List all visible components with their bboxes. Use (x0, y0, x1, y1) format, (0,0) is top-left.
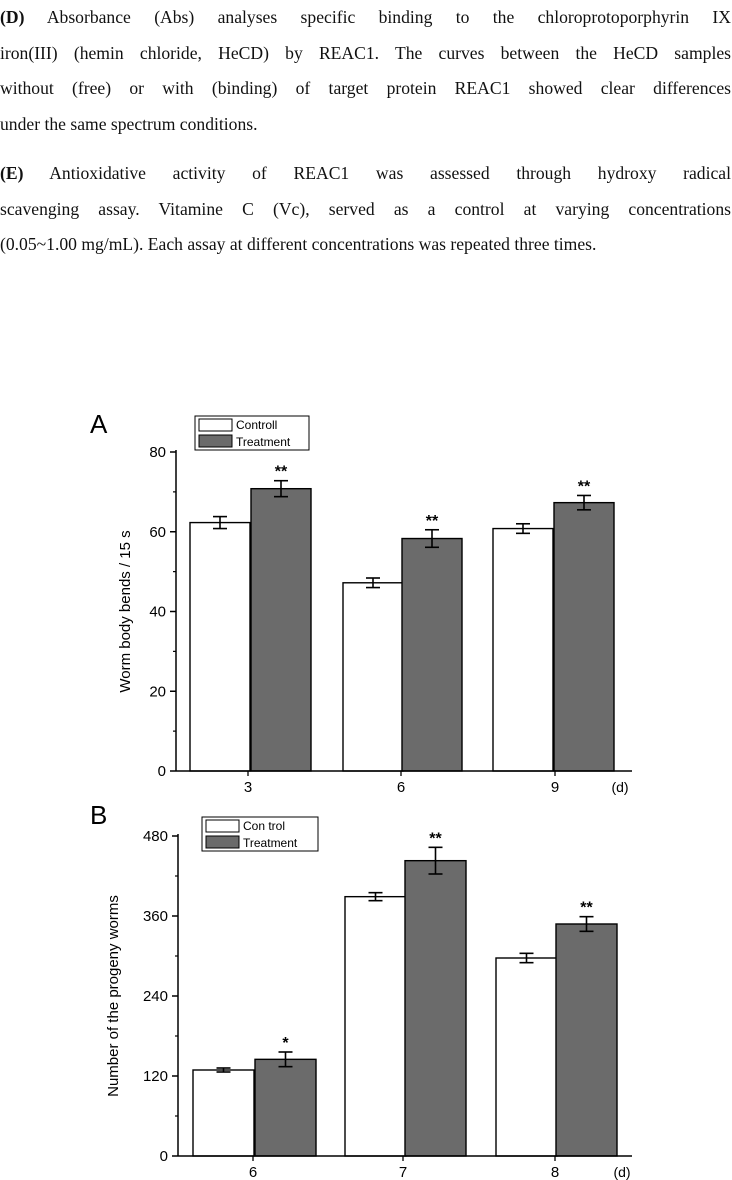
caption-line: (0.05~1.00 mg/mL). Each assay at differe… (0, 234, 597, 254)
treatment-bar (254, 1058, 317, 1157)
y-tick-label: 40 (149, 604, 166, 621)
x-unit-label: (d) (611, 779, 628, 795)
caption-label: (D) (0, 7, 25, 27)
x-tick-label: 8 (551, 1164, 559, 1180)
y-tick-label: 480 (143, 828, 168, 845)
caption-d: (D) Absorbance (Abs) analyses specific b… (0, 0, 731, 142)
significance-mark: ** (580, 900, 593, 917)
control-bar (189, 521, 251, 772)
caption-line: without (free) or with (binding) of targ… (0, 78, 731, 98)
caption-line: (E) Antioxidative activity of REAC1 was … (0, 163, 731, 183)
significance-mark: * (282, 1035, 289, 1052)
legend-swatch-control (205, 819, 240, 833)
legend-label-control: Con trol (243, 819, 285, 833)
y-axis-label: Number of the progeny worms (105, 895, 122, 1097)
x-unit-label: (d) (613, 1164, 630, 1180)
significance-mark: ** (426, 513, 439, 530)
caption-e: (E) Antioxidative activity of REAC1 was … (0, 156, 731, 263)
control-bar (342, 582, 404, 772)
caption-line: scavenging assay. Vitamine C (Vc), serve… (0, 198, 731, 219)
control-bar (492, 527, 554, 772)
treatment-bar (401, 537, 463, 772)
legend-label-treatment: Treatment (236, 435, 291, 449)
y-tick-label: 80 (149, 444, 166, 461)
legend-swatch-treatment (205, 835, 240, 849)
caption-line: under the same spectrum conditions. (0, 113, 258, 134)
control-bar (344, 895, 407, 1157)
y-tick-label: 0 (158, 763, 166, 780)
x-tick-label: 9 (551, 779, 559, 796)
y-tick-label: 60 (149, 524, 166, 541)
y-tick-label: 240 (143, 988, 168, 1005)
control-bar (192, 1069, 255, 1157)
control-bar (495, 957, 558, 1157)
legend-label-control: Controll (236, 418, 277, 432)
treatment-bar (555, 923, 618, 1157)
caption-line: iron(III) (hemin chloride, HeCD) by REAC… (0, 42, 731, 63)
legend-label-treatment: Treatment (243, 836, 298, 850)
y-tick-label: 0 (160, 1148, 168, 1165)
treatment-bar (553, 501, 615, 772)
significance-mark: ** (429, 830, 442, 847)
x-tick-label: 3 (244, 779, 252, 796)
panel-label: B (90, 800, 107, 830)
treatment-bar (404, 859, 467, 1157)
significance-mark: ** (578, 478, 591, 495)
y-tick-label: 360 (143, 908, 168, 925)
x-tick-label: 7 (399, 1164, 407, 1180)
y-tick-label: 120 (143, 1068, 168, 1085)
significance-mark: ** (275, 464, 288, 481)
caption-label: (E) (0, 163, 24, 183)
x-tick-label: 6 (397, 779, 405, 796)
y-axis-label: Worm body bends / 15 s (117, 530, 134, 692)
y-tick-label: 20 (149, 683, 166, 700)
legend-swatch-control (198, 418, 233, 432)
legend-swatch-treatment (198, 434, 233, 448)
panel-label: A (90, 409, 108, 439)
treatment-bar (250, 487, 312, 772)
caption-line: (D) Absorbance (Abs) analyses specific b… (0, 7, 731, 27)
x-tick-label: 6 (249, 1164, 257, 1180)
